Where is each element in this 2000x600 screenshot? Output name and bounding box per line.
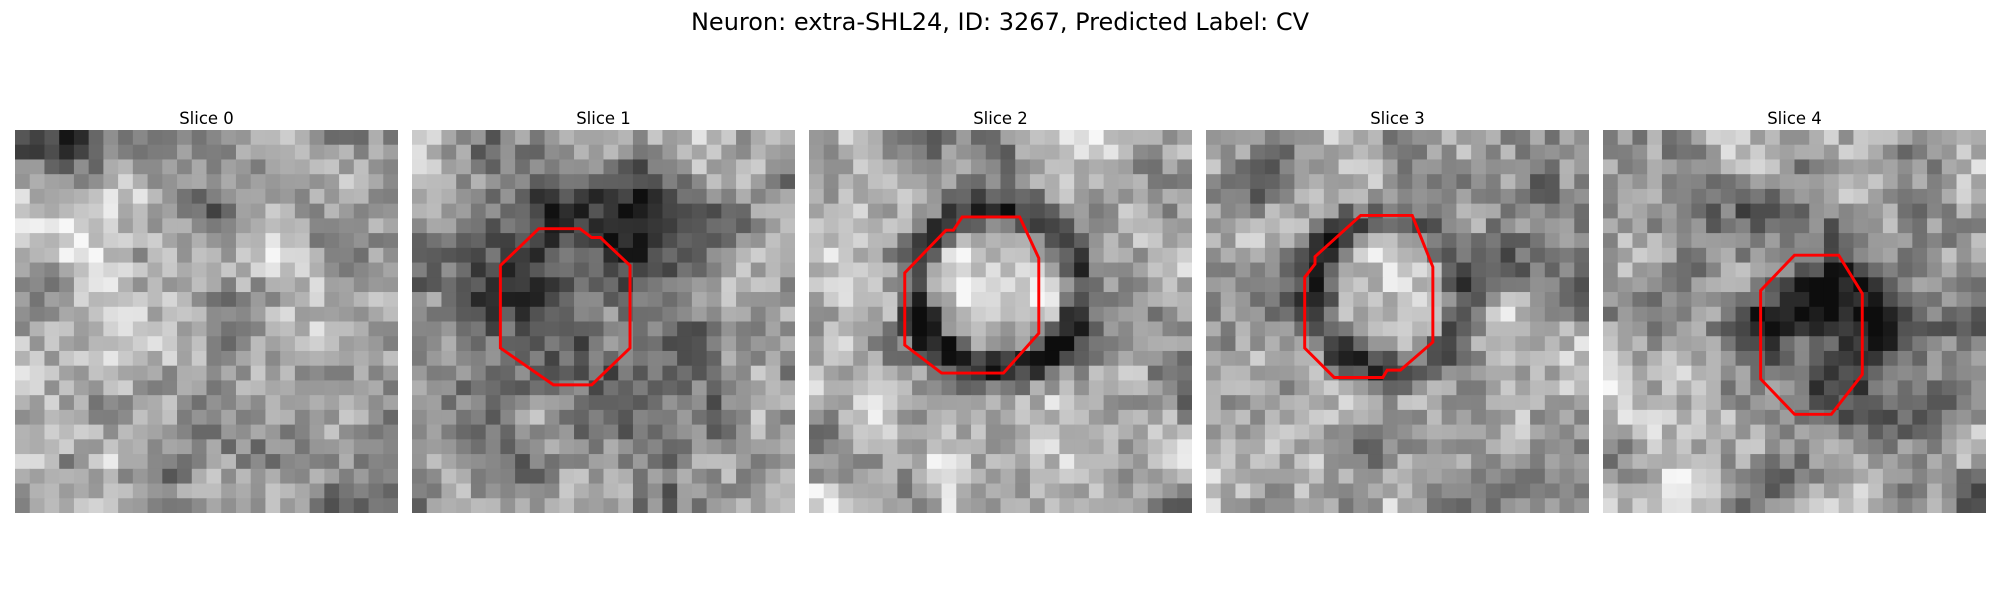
- slice-panel-2: Slice 2: [809, 108, 1192, 513]
- segmentation-outline: [1303, 213, 1435, 379]
- slice-image: [412, 130, 795, 513]
- slice-title: Slice 2: [973, 109, 1028, 128]
- slice-panel-3: Slice 3: [1206, 108, 1589, 513]
- slice-title: Slice 0: [179, 109, 234, 128]
- slice-title: Slice 1: [576, 109, 631, 128]
- slice-panel-0: Slice 0: [15, 108, 398, 513]
- segmentation-outline: [1759, 253, 1864, 416]
- slice-title: Slice 3: [1370, 109, 1425, 128]
- figure-title: Neuron: extra-SHL24, ID: 3267, Predicted…: [690, 8, 1310, 36]
- segmentation-outline: [903, 215, 1041, 375]
- slice-image: [1603, 130, 1986, 513]
- slice-image: [809, 130, 1192, 513]
- slice-title: Slice 4: [1767, 109, 1822, 128]
- slice-image: [15, 130, 398, 513]
- segmentation-outline: [498, 227, 632, 387]
- slice-panel-4: Slice 4: [1603, 108, 1986, 513]
- slice-image: [1206, 130, 1589, 513]
- slice-panel-1: Slice 1: [412, 108, 795, 513]
